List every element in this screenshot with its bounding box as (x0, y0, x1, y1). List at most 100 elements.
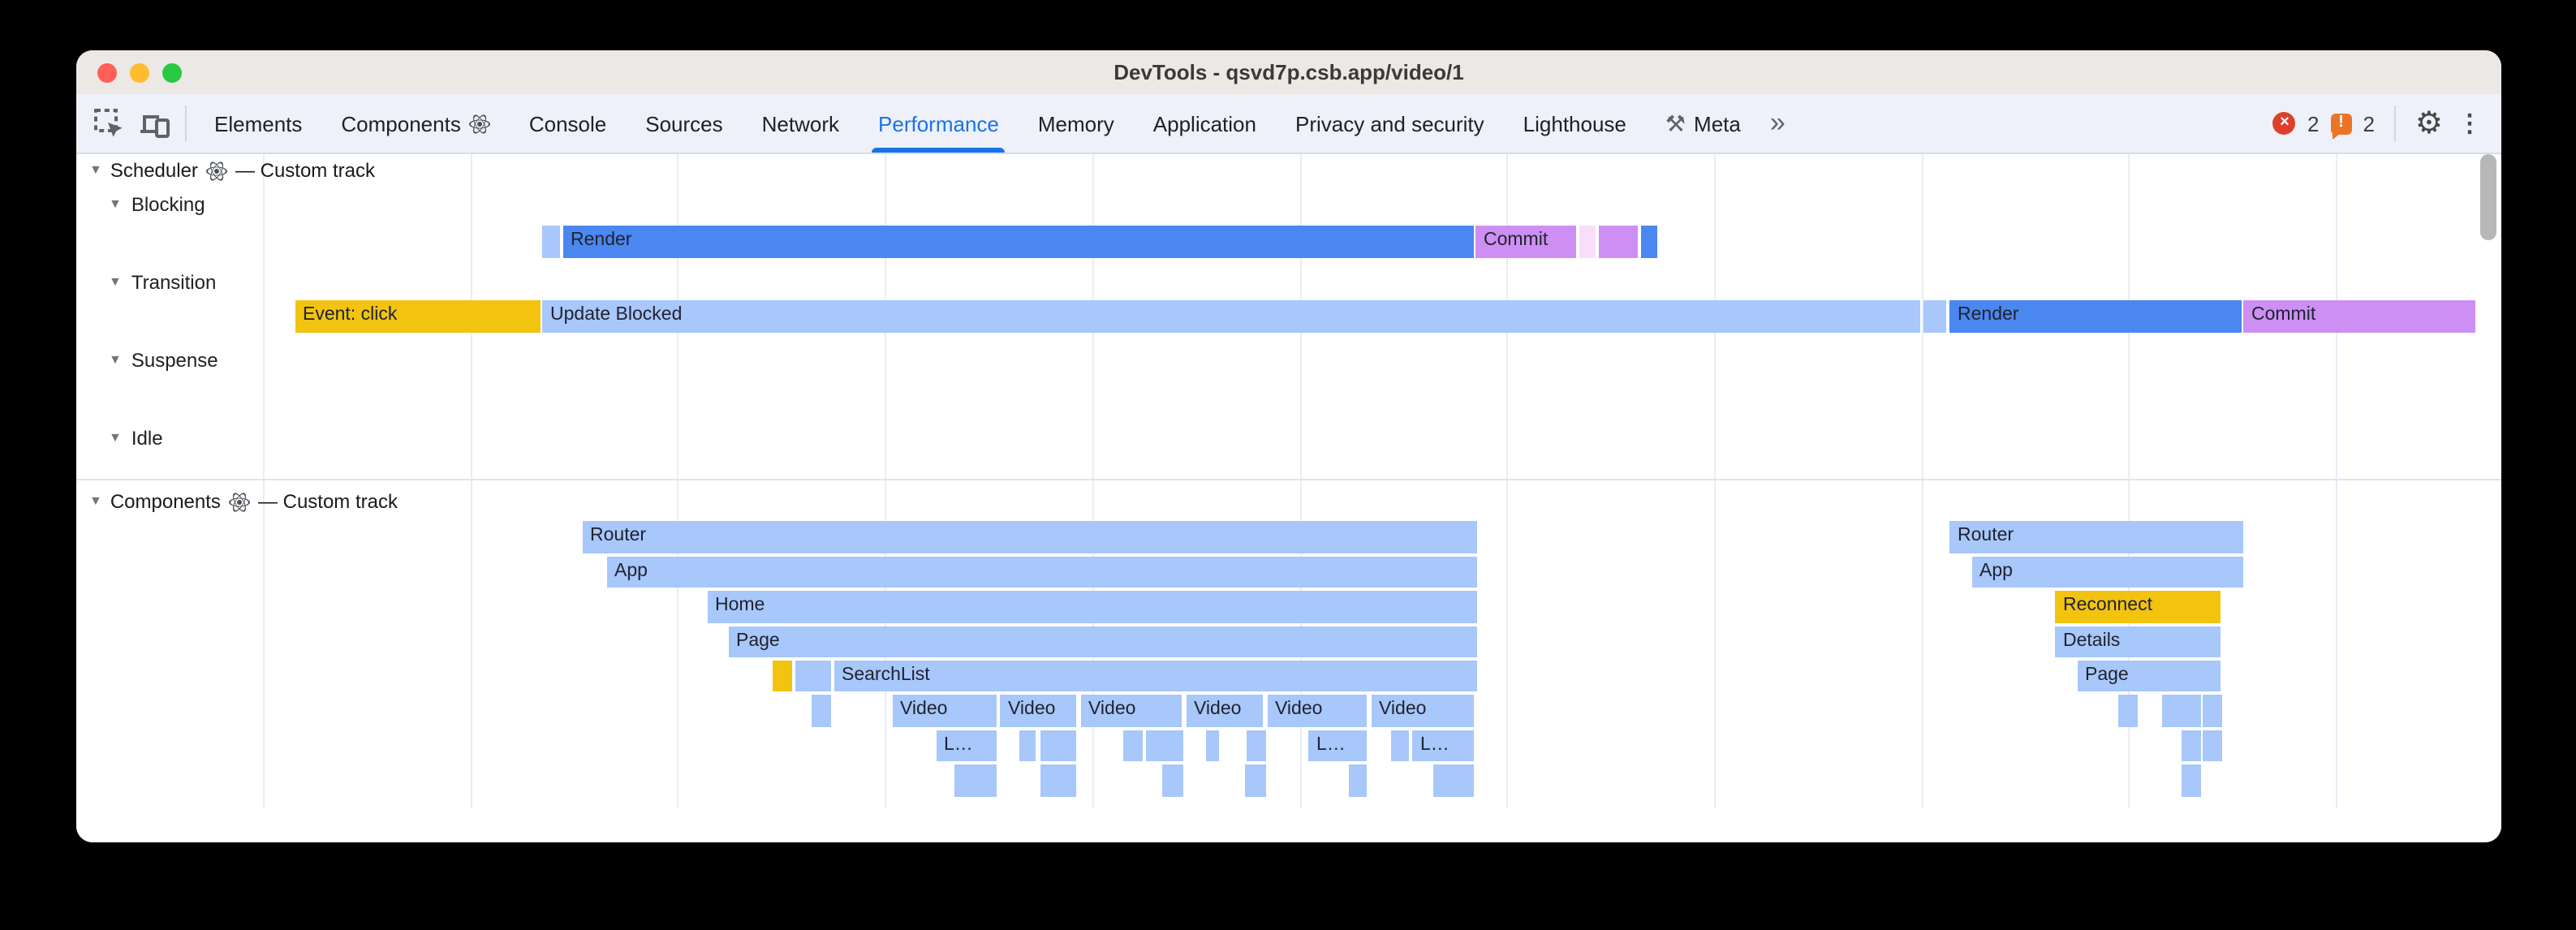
flame-bar-reconnect[interactable]: Reconnect (2055, 591, 2221, 622)
tab-performance[interactable]: Performance (859, 94, 1019, 153)
flame-bar[interactable] (772, 660, 792, 691)
tab-application[interactable]: Application (1134, 94, 1276, 153)
flame-bar-details[interactable]: Details (2055, 626, 2221, 657)
flame-bar[interactable] (1244, 764, 1265, 796)
flame-bar-app[interactable]: App (1971, 556, 2242, 588)
flame-bar-l[interactable]: L… (1412, 730, 1474, 761)
disclosure-triangle-icon[interactable]: ▼ (109, 430, 122, 445)
tab-memory[interactable]: Memory (1019, 94, 1134, 153)
flame-bar[interactable] (2182, 730, 2200, 761)
flame-bar[interactable] (954, 764, 996, 796)
disclosure-triangle-icon[interactable]: ▼ (109, 196, 122, 211)
disclosure-triangle-icon[interactable]: ▼ (109, 274, 122, 289)
flame-bar-router[interactable]: Router (1949, 521, 2242, 553)
flame-bar[interactable] (1122, 730, 1143, 761)
flame-bar-render[interactable]: Render (562, 226, 1473, 257)
warning-icon[interactable]: ! (2330, 113, 2352, 139)
flame-bar[interactable] (1579, 226, 1596, 257)
tab-label: Application (1152, 111, 1256, 136)
disclosure-triangle-icon[interactable]: ▼ (89, 162, 102, 177)
flame-bar-video[interactable]: Video (1371, 695, 1474, 726)
tab-components[interactable]: Components (321, 94, 509, 153)
tab-sources[interactable]: Sources (626, 94, 742, 153)
flame-bar-video[interactable]: Video (892, 695, 996, 726)
vertical-scrollbar-thumb[interactable] (2480, 154, 2496, 240)
toolbar-right: × 2 ! 2 ⚙ ⋮ (2272, 105, 2485, 141)
inspect-element-icon[interactable] (89, 104, 128, 143)
flame-bar-commit[interactable]: Commit (1475, 226, 1576, 257)
devtools-window: DevTools - qsvd7p.csb.app/video/1 Elemen… (76, 50, 2501, 842)
flame-bar[interactable] (795, 660, 830, 691)
flame-bar[interactable] (1391, 730, 1408, 761)
components-track-header[interactable]: ▼ Components — Custom track (89, 490, 398, 513)
flame-bar-update-blocked[interactable]: Update Blocked (542, 300, 1919, 332)
lane-transition[interactable]: ▼ Transition (109, 271, 216, 294)
scheduler-track-header[interactable]: ▼ Scheduler — Custom track (89, 159, 375, 182)
flame-bar[interactable] (1923, 300, 1945, 332)
lane-suspense[interactable]: ▼ Suspense (109, 349, 218, 372)
device-toolbar-icon[interactable] (135, 104, 174, 143)
flame-bar[interactable] (2202, 730, 2222, 761)
flame-bar[interactable] (542, 226, 560, 257)
flame-bar[interactable] (1040, 764, 1076, 796)
flame-bar-video[interactable]: Video (1186, 695, 1263, 726)
flame-bar-render[interactable]: Render (1949, 300, 2241, 332)
error-icon[interactable]: × (2272, 112, 2296, 135)
disclosure-triangle-icon[interactable]: ▼ (89, 493, 102, 508)
flame-bar-event-click[interactable]: Event: click (295, 300, 540, 332)
lane-blocking[interactable]: ▼ Blocking (109, 193, 205, 216)
flame-bar-home[interactable]: Home (707, 591, 1476, 622)
tab-privacy-and-security[interactable]: Privacy and security (1276, 94, 1504, 153)
flame-bar-video[interactable]: Video (1080, 695, 1182, 726)
flame-bar[interactable] (1598, 226, 1638, 257)
tab-network[interactable]: Network (743, 94, 859, 153)
react-atom-icon (468, 112, 490, 135)
flame-bar[interactable] (2117, 695, 2137, 726)
tab-meta[interactable]: ⚒ Meta (1646, 94, 1760, 153)
gridline (1713, 154, 1716, 808)
lane-idle[interactable]: ▼ Idle (109, 427, 163, 450)
error-count[interactable]: 2 (2307, 111, 2320, 136)
close-button[interactable] (97, 62, 117, 82)
flame-bar-l[interactable]: L… (1308, 730, 1367, 761)
gridline (1921, 154, 1923, 808)
kebab-menu-icon[interactable]: ⋮ (2458, 110, 2482, 137)
flame-bar[interactable] (2202, 695, 2222, 726)
flame-bar[interactable] (1247, 730, 1265, 761)
flame-bar-app[interactable]: App (606, 556, 1476, 588)
zoom-button[interactable] (162, 62, 182, 82)
flame-bar-router[interactable]: Router (582, 521, 1476, 553)
flame-bar[interactable] (1348, 764, 1367, 796)
flame-bar[interactable] (1161, 764, 1182, 796)
tab-elements[interactable]: Elements (195, 94, 321, 153)
flame-bar[interactable] (1432, 764, 1474, 796)
disclosure-triangle-icon[interactable]: ▼ (109, 352, 122, 367)
flame-bar[interactable] (1040, 730, 1076, 761)
flame-bar-page[interactable]: Page (2077, 660, 2221, 691)
warning-count[interactable]: 2 (2363, 111, 2375, 136)
more-tabs-button[interactable]: » (1769, 107, 1786, 138)
tab-label: Elements (214, 111, 303, 136)
flame-bar-searchlist[interactable]: SearchList (834, 660, 1476, 691)
flame-bar[interactable] (812, 695, 830, 726)
lane-label-text: Idle (131, 427, 163, 450)
flame-bar-page[interactable]: Page (728, 626, 1476, 657)
gridline (1506, 154, 1509, 808)
tab-lighthouse[interactable]: Lighthouse (1504, 94, 1646, 153)
flame-bar-l[interactable]: L… (936, 730, 996, 761)
flame-bar-video[interactable]: Video (1000, 695, 1076, 726)
flame-bar[interactable] (1019, 730, 1035, 761)
tab-label: Privacy and security (1295, 111, 1484, 136)
flame-bar[interactable] (1640, 226, 1657, 257)
flame-bar[interactable] (1205, 730, 1219, 761)
tab-label: Meta (1694, 111, 1741, 136)
settings-gear-icon[interactable]: ⚙ (2414, 106, 2443, 140)
minimize-button[interactable] (130, 62, 149, 82)
flame-bar[interactable] (2182, 764, 2200, 796)
flame-bar-video[interactable]: Video (1267, 695, 1366, 726)
flame-bar[interactable] (1145, 730, 1182, 761)
flame-bar-commit[interactable]: Commit (2243, 300, 2475, 332)
tab-console[interactable]: Console (510, 94, 626, 153)
toolbar-separator (185, 105, 187, 141)
flame-bar[interactable] (2161, 695, 2200, 726)
